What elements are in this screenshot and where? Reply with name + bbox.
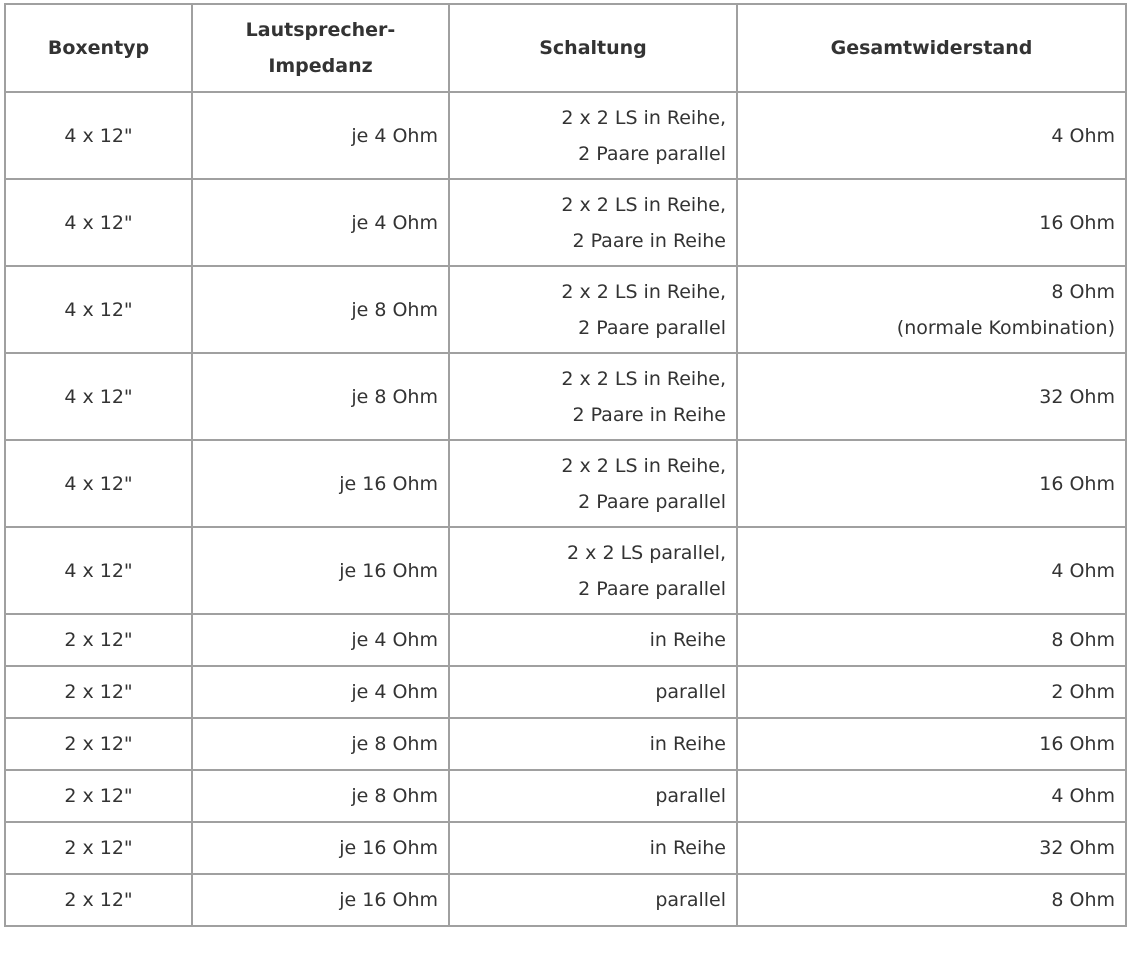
cell-boxentyp: 4 x 12" [4,91,193,180]
cell-gesamtwiderstand: 16 Ohm [736,717,1127,771]
cell-boxentyp: 4 x 12" [4,526,193,615]
header-gesamtwiderstand: Gesamtwiderstand [736,3,1127,93]
cell-gesamtwiderstand: 32 Ohm [736,352,1127,441]
cell-schaltung: 2 x 2 LS in Reihe, 2 Paare parallel [448,439,738,528]
table-header: Boxentyp Lautsprecher- Impedanz Schaltun… [4,3,1127,93]
cell-gesamtwiderstand: 4 Ohm [736,769,1127,823]
cell-gesamtwiderstand: 16 Ohm [736,439,1127,528]
cell-impedanz: je 4 Ohm [191,665,450,719]
cell-boxentyp: 4 x 12" [4,439,193,528]
cell-schaltung: 2 x 2 LS in Reihe, 2 Paare in Reihe [448,178,738,267]
cell-impedanz: je 16 Ohm [191,526,450,615]
cell-boxentyp: 4 x 12" [4,352,193,441]
cell-boxentyp: 2 x 12" [4,873,193,927]
table-row: 4 x 12" je 8 Ohm 2 x 2 LS in Reihe, 2 Paar… [4,265,1127,354]
cell-gesamtwiderstand: 2 Ohm [736,665,1127,719]
cell-boxentyp: 2 x 12" [4,769,193,823]
cell-schaltung: parallel [448,665,738,719]
table-row: 2 x 12" je 4 Ohm parallel 2 Ohm [4,665,1127,719]
cell-schaltung: parallel [448,769,738,823]
table-row: 4 x 12" je 4 Ohm 2 x 2 LS in Reihe, 2 Paar… [4,178,1127,267]
cell-schaltung: in Reihe [448,821,738,875]
cell-schaltung: 2 x 2 LS in Reihe, 2 Paare parallel [448,265,738,354]
cell-gesamtwiderstand: 8 Ohm [736,613,1127,667]
cell-boxentyp: 4 x 12" [4,178,193,267]
cell-gesamtwiderstand: 8 Ohm (normale Kombination) [736,265,1127,354]
table-row: 2 x 12" je 8 Ohm in Reihe 16 Ohm [4,717,1127,771]
table-row: 4 x 12" je 16 Ohm 2 x 2 LS parallel, 2 Paa… [4,526,1127,615]
table-row: 2 x 12" je 16 Ohm in Reihe 32 Ohm [4,821,1127,875]
cell-schaltung: parallel [448,873,738,927]
header-schaltung: Schaltung [448,3,738,93]
cell-impedanz: je 16 Ohm [191,821,450,875]
table-row: 2 x 12" je 16 Ohm parallel 8 Ohm [4,873,1127,927]
cell-boxentyp: 4 x 12" [4,265,193,354]
cell-schaltung: 2 x 2 LS in Reihe, 2 Paare in Reihe [448,352,738,441]
header-impedanz: Lautsprecher- Impedanz [191,3,450,93]
cell-schaltung: 2 x 2 LS parallel, 2 Paare parallel [448,526,738,615]
cell-gesamtwiderstand: 4 Ohm [736,91,1127,180]
cell-boxentyp: 2 x 12" [4,821,193,875]
cell-schaltung: in Reihe [448,717,738,771]
cell-schaltung: 2 x 2 LS in Reihe, 2 Paare parallel [448,91,738,180]
header-boxentyp: Boxentyp [4,3,193,93]
table-row: 2 x 12" je 8 Ohm parallel 4 Ohm [4,769,1127,823]
cell-impedanz: je 4 Ohm [191,613,450,667]
cell-boxentyp: 2 x 12" [4,613,193,667]
cell-gesamtwiderstand: 32 Ohm [736,821,1127,875]
table-row: 2 x 12" je 4 Ohm in Reihe 8 Ohm [4,613,1127,667]
cell-boxentyp: 2 x 12" [4,717,193,771]
table-body: 4 x 12" je 4 Ohm 2 x 2 LS in Reihe, 2 Paar… [4,91,1127,927]
cell-impedanz: je 16 Ohm [191,439,450,528]
cell-gesamtwiderstand: 8 Ohm [736,873,1127,927]
cell-gesamtwiderstand: 16 Ohm [736,178,1127,267]
table-row: 4 x 12" je 16 Ohm 2 x 2 LS in Reihe, 2 Paa… [4,439,1127,528]
cell-impedanz: je 8 Ohm [191,352,450,441]
cell-boxentyp: 2 x 12" [4,665,193,719]
cell-impedanz: je 8 Ohm [191,769,450,823]
cell-impedanz: je 4 Ohm [191,178,450,267]
cell-gesamtwiderstand: 4 Ohm [736,526,1127,615]
header-row: Boxentyp Lautsprecher- Impedanz Schaltun… [4,3,1127,93]
cell-impedanz: je 16 Ohm [191,873,450,927]
cell-impedanz: je 8 Ohm [191,717,450,771]
cell-impedanz: je 4 Ohm [191,91,450,180]
table-row: 4 x 12" je 8 Ohm 2 x 2 LS in Reihe, 2 Paar… [4,352,1127,441]
table-row: 4 x 12" je 4 Ohm 2 x 2 LS in Reihe, 2 Paar… [4,91,1127,180]
speaker-impedance-table: Boxentyp Lautsprecher- Impedanz Schaltun… [4,3,1127,927]
cell-impedanz: je 8 Ohm [191,265,450,354]
cell-schaltung: in Reihe [448,613,738,667]
